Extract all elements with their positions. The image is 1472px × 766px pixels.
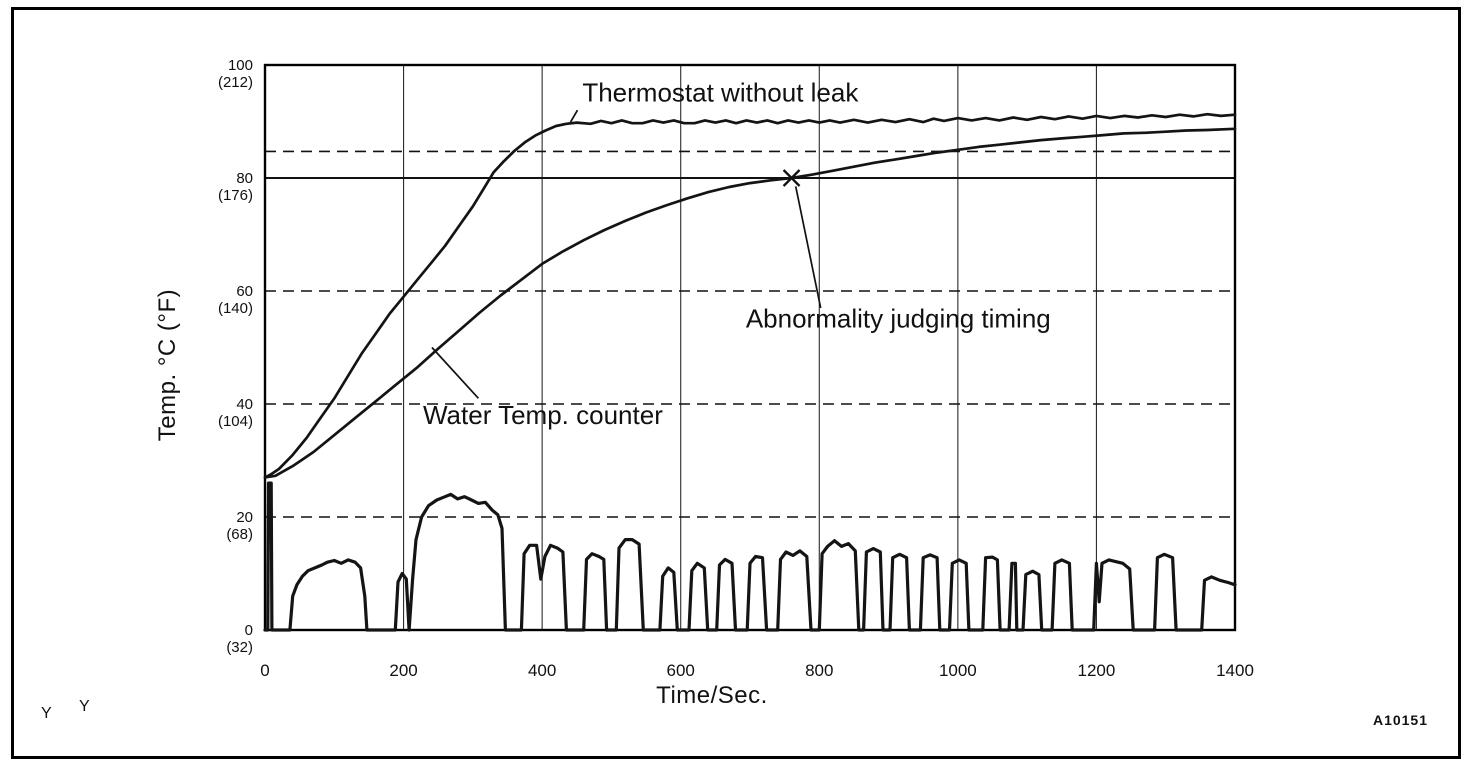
x-tick-label: 400 <box>528 661 556 680</box>
y-axis-title: Temp. °C (°F) <box>154 288 181 442</box>
y-tick-sublabel: (140) <box>218 300 253 317</box>
y-tick-label: 60 <box>236 283 253 300</box>
figure-code: A10151 <box>1372 712 1428 728</box>
y-tick-sublabel: (176) <box>218 187 253 204</box>
y-tick-sublabel: (104) <box>218 413 253 430</box>
annotation-label: Thermostat without leak <box>582 78 859 108</box>
annotation-leader-line <box>431 346 480 399</box>
lower-trace-curve <box>263 481 1237 632</box>
water-temp-counter-curve <box>263 127 1237 479</box>
x-tick-label: 1200 <box>1078 661 1116 680</box>
y-tick-sublabel: (32) <box>226 639 253 656</box>
y-tick-label: 40 <box>236 396 253 413</box>
x-tick-label: 1400 <box>1216 661 1254 680</box>
thermostat-without-leak-curve <box>263 112 1237 479</box>
x-tick-label: 600 <box>667 661 695 680</box>
corner-mark-y2: Y <box>79 698 90 715</box>
figure-border <box>11 7 1461 759</box>
x-tick-label: 1000 <box>939 661 977 680</box>
abnormality-x-marker <box>782 169 801 187</box>
x-axis-title: Time/Sec. <box>656 682 768 709</box>
y-tick-label: 0 <box>245 622 253 639</box>
annotation-leader-line <box>794 186 822 309</box>
annotation-label: Water Temp. counter <box>423 400 663 430</box>
plot-frame <box>263 63 1237 632</box>
y-tick-label: 80 <box>236 170 253 187</box>
corner-mark-y1: Y <box>41 705 52 722</box>
annotation-label: Abnormality judging timing <box>746 304 1051 334</box>
x-tick-label: 200 <box>389 661 417 680</box>
y-tick-label: 20 <box>236 509 253 526</box>
annotation-leader-line <box>569 109 579 123</box>
y-tick-sublabel: (212) <box>218 74 253 91</box>
y-tick-label: 100 <box>228 57 253 74</box>
y-tick-sublabel: (68) <box>226 526 253 543</box>
x-tick-label: 0 <box>260 661 269 680</box>
x-tick-label: 800 <box>805 661 833 680</box>
